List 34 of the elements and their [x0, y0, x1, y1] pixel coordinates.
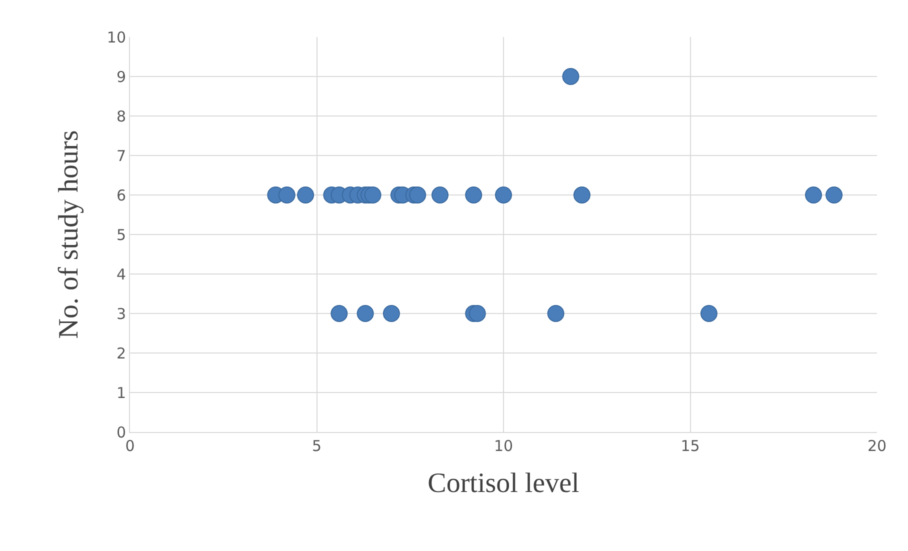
point	[409, 186, 426, 204]
point	[432, 186, 449, 204]
point	[826, 186, 843, 204]
point	[356, 305, 374, 322]
x-axis-title: Cortisol level	[428, 468, 580, 500]
x-tick-label: 5	[312, 437, 322, 455]
point	[547, 305, 564, 322]
y-tick-label: 3	[116, 304, 126, 323]
point	[382, 305, 400, 322]
point	[297, 186, 314, 204]
x-tick-label: 20	[867, 437, 887, 455]
y-axis-title: No. of study hours	[54, 130, 85, 339]
point	[468, 305, 486, 322]
point	[330, 305, 348, 322]
point	[364, 186, 382, 204]
y-tick-label: 2	[116, 344, 126, 362]
y-tick-label: 8	[116, 107, 126, 126]
point	[495, 186, 512, 204]
y-tick-label: 9	[116, 68, 126, 86]
y-tick-label: 1	[116, 384, 126, 402]
x-tick-label: 10	[494, 437, 514, 455]
point	[805, 186, 822, 204]
point	[573, 186, 590, 204]
y-tick-label: 4	[116, 265, 126, 284]
y-tick-label: 5	[116, 226, 126, 244]
point	[700, 305, 718, 322]
x-tick-label: 15	[680, 437, 700, 455]
point	[562, 68, 580, 85]
point	[465, 186, 482, 204]
y-tick-label: 7	[116, 146, 126, 165]
point	[278, 186, 296, 204]
y-tick-label: 0	[116, 423, 126, 442]
y-tick-label: 6	[116, 186, 126, 204]
y-tick-label: 10	[106, 28, 126, 46]
